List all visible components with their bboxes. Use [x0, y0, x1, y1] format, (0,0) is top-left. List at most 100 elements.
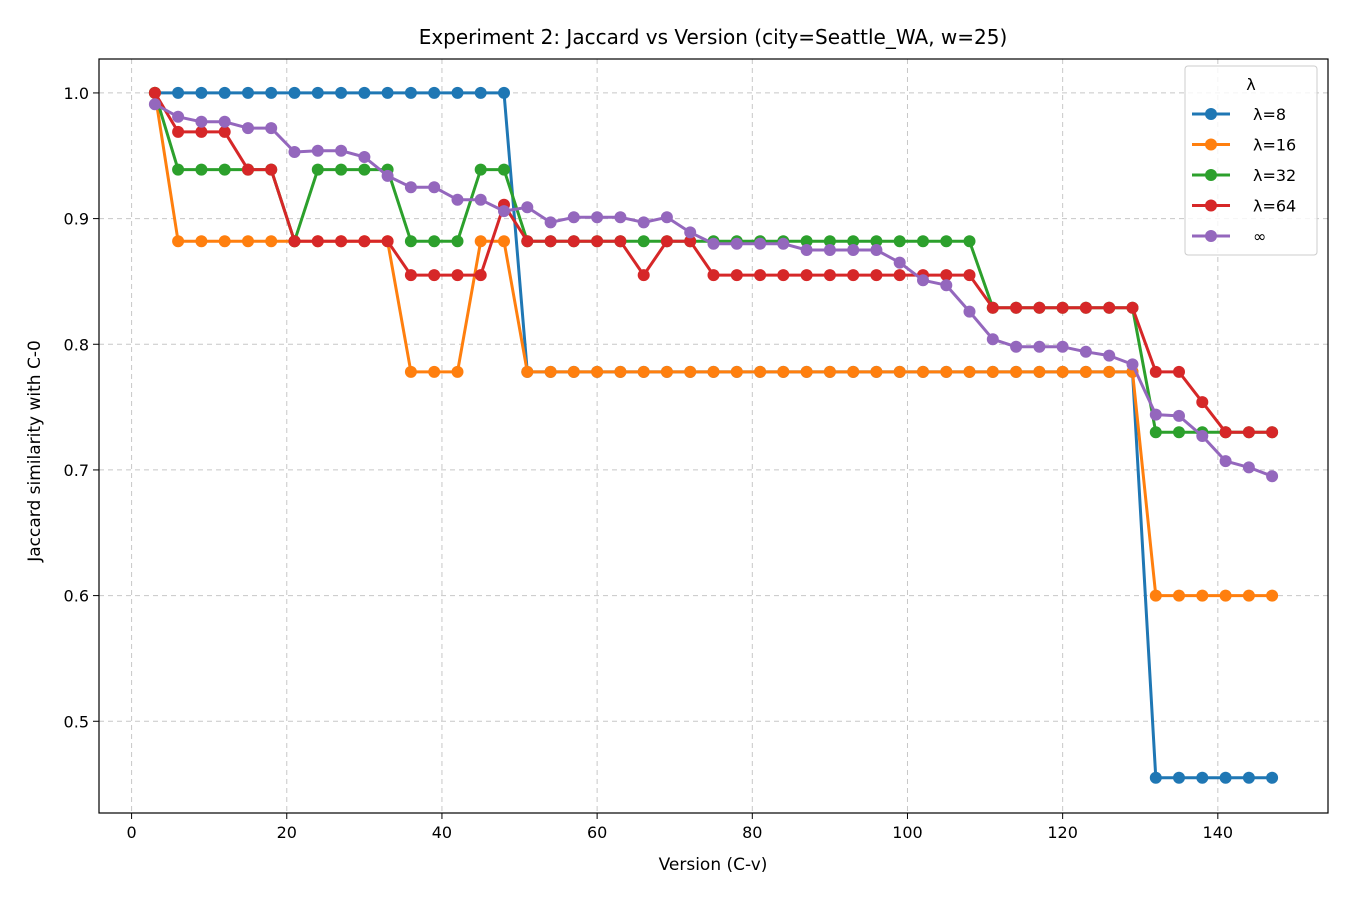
data-point [637, 269, 650, 282]
data-point [660, 365, 673, 378]
data-point [777, 269, 790, 282]
data-point [498, 205, 510, 218]
data-point [823, 244, 836, 256]
x-tick-label: 20 [277, 823, 297, 842]
data-point [265, 235, 278, 248]
data-point [498, 163, 510, 176]
data-point [428, 86, 441, 99]
data-point [940, 235, 953, 248]
data-point [1103, 301, 1116, 314]
data-point [591, 235, 604, 248]
data-point [544, 365, 557, 378]
data-point [358, 235, 371, 248]
data-point [1196, 430, 1209, 442]
data-point [637, 235, 650, 248]
x-tick-label: 140 [1203, 823, 1234, 842]
data-point [1242, 589, 1255, 602]
data-point [521, 201, 534, 214]
data-point [754, 269, 767, 282]
data-point [707, 269, 720, 282]
data-point [777, 365, 790, 378]
data-point [265, 163, 278, 176]
legend-label: λ=8 [1253, 105, 1286, 124]
data-point [823, 235, 836, 248]
data-point [940, 365, 953, 378]
data-point [218, 115, 231, 128]
data-point [660, 235, 673, 248]
data-point [195, 125, 208, 138]
data-point [1033, 301, 1046, 314]
data-point [567, 235, 580, 248]
data-point [800, 235, 813, 248]
y-tick-label: 0.8 [64, 335, 89, 354]
data-point [800, 269, 813, 282]
data-point [1010, 365, 1023, 378]
data-point [451, 235, 464, 248]
data-point [242, 122, 254, 135]
data-point [1266, 426, 1279, 439]
data-point [963, 305, 976, 318]
x-tick-label: 40 [432, 823, 452, 842]
data-point [1103, 365, 1116, 378]
legend-label: ∞ [1253, 227, 1266, 246]
data-point [684, 365, 697, 378]
legend-item: ∞ [1192, 227, 1266, 246]
data-point [172, 86, 185, 99]
data-point [637, 365, 650, 378]
data-point [1219, 589, 1232, 602]
data-point [335, 86, 348, 99]
data-point [172, 235, 185, 248]
data-point [474, 193, 487, 206]
data-point [870, 365, 883, 378]
data-point [1242, 461, 1255, 474]
data-point [1149, 589, 1162, 602]
data-point [1173, 771, 1185, 784]
legend-marker [1205, 230, 1217, 242]
data-point [684, 226, 697, 239]
data-point [847, 235, 860, 248]
data-point [1149, 426, 1162, 439]
data-point [707, 237, 720, 250]
data-point [242, 235, 254, 248]
data-point [963, 235, 976, 248]
data-point [311, 235, 324, 248]
data-point [451, 86, 464, 99]
data-point [218, 163, 231, 176]
data-point [404, 269, 417, 282]
x-tick-label: 120 [1047, 823, 1078, 842]
data-point [637, 216, 650, 229]
data-point [917, 235, 929, 248]
data-point [777, 237, 790, 250]
data-point [172, 163, 185, 176]
data-point [893, 235, 906, 248]
data-point [591, 211, 604, 224]
data-point [521, 365, 534, 378]
data-point [893, 256, 906, 269]
legend-label: λ=64 [1253, 197, 1296, 216]
data-point [428, 365, 441, 378]
data-point [567, 365, 580, 378]
data-point [1010, 340, 1023, 353]
data-point [265, 122, 278, 135]
data-point [707, 365, 720, 378]
data-point [474, 163, 487, 176]
data-point [358, 151, 371, 163]
data-point [893, 269, 906, 282]
data-point [1266, 470, 1279, 483]
data-point [242, 86, 254, 99]
data-point [1033, 365, 1046, 378]
data-point [521, 235, 534, 248]
data-point [870, 269, 883, 282]
data-point [800, 365, 813, 378]
data-point [1056, 301, 1069, 314]
data-point [730, 365, 743, 378]
legend-label: λ=16 [1253, 136, 1296, 155]
data-point [1219, 426, 1232, 439]
y-tick-label: 1.0 [64, 84, 89, 103]
data-point [218, 235, 231, 248]
data-point [195, 115, 208, 128]
data-point [381, 86, 394, 99]
data-point [1149, 365, 1162, 378]
data-point [684, 235, 697, 248]
